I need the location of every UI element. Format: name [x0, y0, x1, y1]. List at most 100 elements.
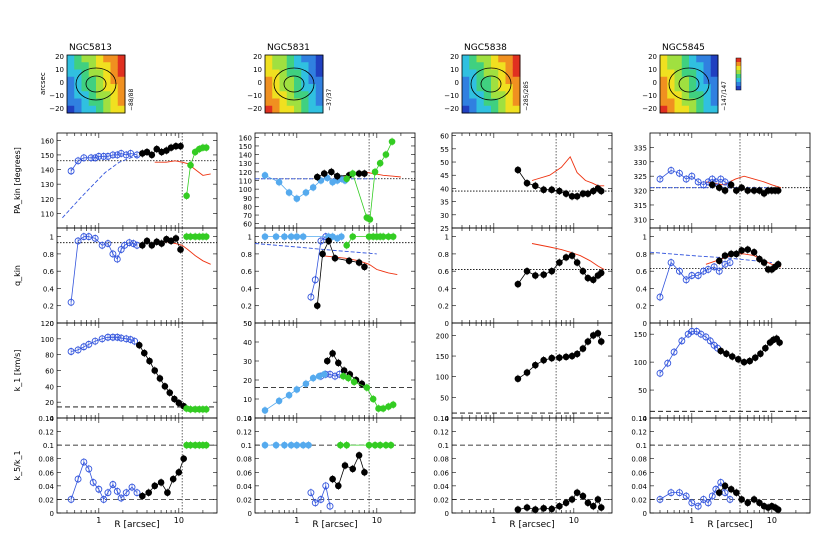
data-point-black: [335, 359, 342, 367]
x-axis-label: R [arcsec]: [707, 520, 752, 530]
velocity-pixel: [279, 76, 288, 85]
velocity-pixel: [117, 98, 126, 107]
data-point-light: [293, 195, 301, 202]
velocity-pixel: [483, 84, 492, 92]
data-point-black: [177, 246, 184, 253]
data-point-black: [140, 349, 148, 357]
data-point-open: [721, 260, 729, 268]
black-series-line: [332, 454, 365, 487]
data-point-black: [562, 190, 570, 197]
data-point-open: [726, 495, 734, 503]
data-point-black: [143, 237, 151, 245]
data-point-black: [717, 347, 725, 355]
velocity-pixel: [265, 76, 273, 85]
data-point-light: [315, 372, 323, 380]
panel-ngc5845-k5: 0 0.02 0.04 0.06 0.08 0.1 0.12 0.14 1 10: [631, 415, 811, 525]
y-tick-label: 310: [634, 216, 647, 224]
velocity-pixel: [67, 55, 75, 63]
data-point-black: [727, 181, 735, 189]
data-point-open: [712, 485, 720, 493]
velocity-pixel: [483, 91, 492, 99]
data-point-open: [675, 169, 683, 177]
y-tick-label: 35: [440, 199, 449, 207]
photometry-curve: [531, 243, 605, 270]
x-tick-label: 1: [689, 516, 694, 525]
y-tick-label: 0.08: [38, 456, 54, 464]
y-tick-label: 0.04: [433, 483, 449, 491]
velocity-pixel: [103, 98, 111, 107]
velocity-pixel: [294, 62, 302, 70]
data-point-open: [688, 172, 696, 180]
map-tick-label: −10: [247, 92, 262, 100]
data-point-green: [345, 374, 352, 382]
data-point-black: [166, 389, 174, 396]
y-tick-label: 0.04: [631, 483, 647, 491]
velocity-pixel: [67, 91, 75, 99]
data-point-black: [328, 168, 335, 176]
color-bar-segment: [736, 74, 741, 78]
velocity-pixel: [67, 84, 75, 92]
data-point-black: [341, 462, 349, 469]
data-point-green: [343, 175, 350, 183]
galaxy-name: NGC5845: [662, 43, 705, 53]
velocity-pixel: [286, 105, 295, 114]
velocity-pixel: [286, 55, 295, 63]
velocity-pixel: [315, 105, 324, 114]
y-tick-label: 130: [41, 181, 54, 189]
velocity-pixel: [74, 69, 82, 78]
data-point-open: [85, 233, 93, 241]
data-point-black: [568, 496, 576, 503]
data-point-black: [573, 350, 581, 358]
velocity-pixel: [110, 62, 119, 70]
y-tick-label: 0.4: [438, 285, 450, 293]
data-point-open: [125, 239, 133, 247]
data-point-green: [376, 441, 384, 449]
velocity-pixel: [81, 62, 90, 70]
y-tick-label: 0: [248, 415, 252, 423]
x-tick-label: 10: [767, 516, 777, 525]
data-point-green: [365, 441, 373, 449]
map-tick-label: −20: [49, 105, 64, 113]
velocity-pixel: [81, 69, 90, 78]
inner-ellipse: [85, 75, 107, 93]
velocity-pixel: [681, 105, 690, 114]
data-point-light: [293, 233, 301, 240]
data-point-black: [548, 267, 556, 275]
velocity-pixel: [476, 105, 485, 114]
data-point-black: [746, 357, 754, 365]
velocity-pixel: [667, 62, 675, 70]
data-point-open: [317, 237, 325, 245]
data-point-open: [678, 337, 686, 345]
data-point-open: [89, 479, 97, 486]
data-point-black: [151, 482, 159, 490]
data-point-open: [700, 495, 707, 503]
velocity-pixel: [512, 84, 521, 92]
velocity-pixel: [294, 69, 302, 78]
data-point-black: [349, 465, 357, 473]
velocity-pixel: [674, 105, 683, 114]
velocity-pixel: [667, 69, 675, 78]
data-point-open: [74, 157, 82, 165]
velocity-pixel: [689, 62, 697, 70]
map-tick-label: −20: [444, 105, 459, 113]
data-point-open: [133, 489, 141, 497]
velocity-pixel: [279, 55, 288, 63]
y-tick-label: 0: [643, 510, 647, 518]
data-point-green: [187, 405, 194, 413]
velocity-pixel: [272, 84, 280, 92]
data-point-black: [774, 187, 782, 194]
data-point-open: [307, 489, 315, 497]
velocity-pixel: [265, 84, 273, 92]
y-tick-label: 40: [440, 185, 449, 193]
x-tick-label: 1: [491, 516, 496, 525]
data-point-black: [774, 260, 782, 268]
data-point-black: [151, 367, 159, 374]
data-point-black: [750, 496, 758, 503]
velocity-pixel: [286, 76, 295, 85]
velocity-pixel: [301, 98, 309, 107]
velocity-pixel: [272, 76, 280, 85]
data-point-black: [156, 375, 164, 382]
velocity-pixel: [710, 105, 719, 114]
data-point-open: [656, 369, 664, 377]
